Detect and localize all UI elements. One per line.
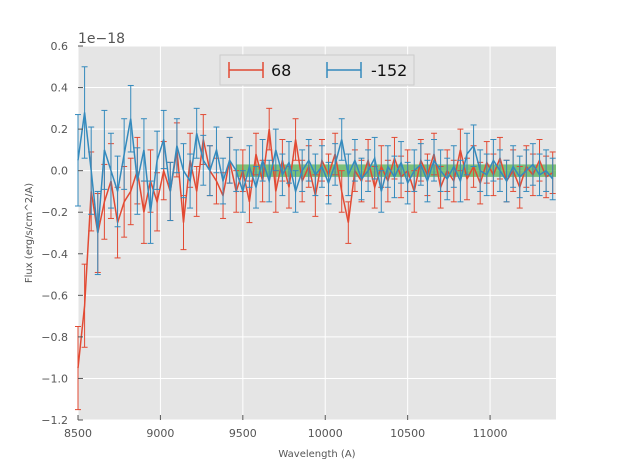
legend: 68 -152: [219, 54, 415, 86]
legend-item-minus-152: -152: [326, 61, 407, 80]
x-tick-label: 9000: [146, 427, 174, 440]
y-tick-label: −1.2: [41, 414, 68, 427]
x-tick-label: 9500: [229, 427, 257, 440]
x-tick-label: 11000: [473, 427, 508, 440]
x-axis-ticks: 8500 9000 9500 10000 10500 11000: [64, 415, 508, 440]
y-tick-label: −1.0: [41, 372, 68, 385]
legend-label-minus-152: -152: [371, 61, 407, 80]
x-tick-label: 8500: [64, 427, 92, 440]
x-tick-label: 10000: [308, 427, 343, 440]
plot-area: [78, 46, 556, 420]
y-tick-label: 0.4: [51, 82, 69, 95]
y-offset-label: 1e−18: [78, 31, 125, 47]
y-tick-label: −0.8: [41, 331, 68, 344]
y-tick-label: 0.2: [51, 123, 69, 136]
y-axis-ticks: −1.2 −1.0 −0.8 −0.6 −0.4 −0.2 0.0 0.2 0.4 0.6: [41, 40, 83, 427]
legend-item-68: 68: [228, 61, 291, 80]
x-axis-label: Wavelength (A): [278, 449, 355, 460]
y-tick-label: −0.6: [41, 289, 68, 302]
y-tick-label: −0.4: [41, 248, 68, 261]
series-minus-152: [75, 66, 556, 276]
y-tick-label: −0.2: [41, 206, 68, 219]
series-line: [77, 112, 554, 234]
x-tick-label: 10500: [390, 427, 425, 440]
series-layer: [75, 66, 556, 411]
legend-label-68: 68: [271, 61, 291, 80]
y-tick-label: 0.6: [51, 40, 69, 53]
y-tick-label: 0.0: [51, 165, 69, 178]
y-axis-label: Flux (erg/s/cm^2/A): [24, 183, 35, 283]
